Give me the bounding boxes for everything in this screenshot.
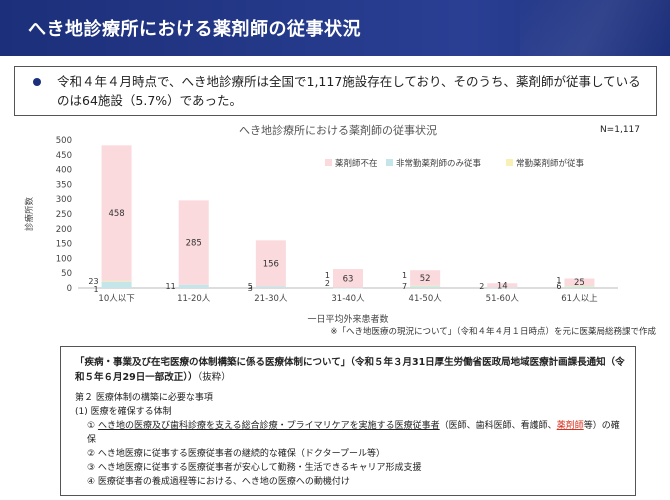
x-tick-label: 31-40人 <box>331 294 365 304</box>
bar-segment <box>101 281 132 288</box>
bar-segment <box>487 283 518 288</box>
data-label: 5 <box>248 282 253 291</box>
y-tick-label: 300 <box>56 195 72 205</box>
bar-segment <box>410 270 441 286</box>
y-tick-label: 250 <box>56 210 72 220</box>
bar-segment <box>487 287 518 289</box>
y-tick-label: 500 <box>56 136 72 146</box>
data-label: 1 <box>93 285 98 294</box>
notice-item-1-underlined: へき地の医療及び歯科診療を支える総合診療・プライマリケアを実施する医療従事者 <box>97 421 440 431</box>
legend-swatch <box>386 159 393 166</box>
data-label: 25 <box>574 278 585 288</box>
y-tick-label: 50 <box>61 269 72 279</box>
bar-segment <box>564 286 595 288</box>
data-label: 6 <box>556 282 561 291</box>
legend-swatch <box>325 159 332 166</box>
data-label: 63 <box>343 274 354 284</box>
bar-chart: へき地診療所における薬剤師の従事状況 N=1,117 0 50 100 150 200 2… <box>18 118 658 343</box>
y-tick-label: 0 <box>67 284 72 294</box>
bar-segment <box>333 287 363 289</box>
notice-item-4: ④ 医療従事者の養成過程等における、へき地の医療への動機付け <box>87 477 350 487</box>
bar-segment <box>178 284 209 288</box>
y-tick-label: 400 <box>56 166 72 176</box>
bar-segment <box>178 200 209 285</box>
y-tick-label: 200 <box>56 225 72 235</box>
legend-label: 非常勤薬剤師のみ従事 <box>396 158 482 169</box>
legend-label: 薬剤師不在 <box>335 158 378 169</box>
data-label: 11 <box>166 282 176 291</box>
legend-label: 常勤薬剤師が従事 <box>516 158 585 169</box>
source-note: ※「へき地医療の現況について」（令和４年４月１日時点）を元に医薬局総務課で作成 <box>330 327 656 337</box>
data-label: 2 <box>479 282 484 291</box>
summary-text: 令和４年４月時点で、へき地診療所は全国で1,117施設存在しており、そのうち、薬… <box>57 74 641 108</box>
notice-item-1: ① へき地の医療及び歯科診療を支える総合診療・プライマリケアを実施する医療従事者… <box>75 419 627 447</box>
y-tick-label: 350 <box>56 180 72 190</box>
x-axis-label: 一日平均外来患者数 <box>307 313 388 325</box>
header-bar: へき地診療所における薬剤師の従事状況 <box>0 0 670 56</box>
data-label: 14 <box>497 281 508 291</box>
legend-swatch <box>506 159 513 166</box>
data-label: 1 <box>402 271 407 280</box>
bar-segment <box>101 145 132 281</box>
bar-segment <box>410 285 441 288</box>
notice-item-2: ② へき地医療に従事する医療従事者の継続的な確保（ドクタープール等） <box>87 449 386 459</box>
bar-segment <box>564 278 595 286</box>
notice-title-tail: （抜粋） <box>197 372 231 383</box>
bar-segment <box>101 280 132 282</box>
notice-title: 「疾病・事業及び在宅医療の体制構築に係る医療体制について」（令和５年３月31日厚… <box>75 355 627 385</box>
y-tick-label: 100 <box>56 254 72 264</box>
x-tick-label: 11-20人 <box>177 294 211 304</box>
notice-item-1-middle: （医師、歯科医師、看護師、 <box>439 421 557 431</box>
notice-box: 「疾病・事業及び在宅医療の体制構築に係る医療体制について」（令和５年３月31日厚… <box>60 346 636 496</box>
data-label: 2 <box>325 279 330 288</box>
data-label: 7 <box>402 282 407 291</box>
data-label: 1 <box>325 271 330 280</box>
notice-item-1-pharmacist: 薬剤師 <box>556 421 584 431</box>
notice-item-1-prefix: ① <box>87 421 98 431</box>
bar-segment <box>564 285 595 287</box>
data-label: 285 <box>186 239 202 249</box>
data-label: 23 <box>88 277 98 286</box>
data-label: 1 <box>556 276 561 285</box>
data-label: 3 <box>248 284 253 293</box>
data-label: 52 <box>420 274 431 284</box>
bullet-icon <box>33 78 41 86</box>
y-axis-label: 診療所数 <box>24 197 35 232</box>
header-decoration <box>520 0 670 56</box>
notice-subsection: (1) 医療を確保する体制 <box>75 407 172 417</box>
bar-segment <box>255 286 286 288</box>
summary-box: 令和４年４月時点で、へき地診療所は全国で1,117施設存在しており、そのうち、薬… <box>14 66 657 116</box>
x-tick-label: 41-50人 <box>409 294 443 304</box>
chart-title: へき地診療所における薬剤師の従事状況 <box>239 124 437 137</box>
data-label: 458 <box>108 209 124 219</box>
page-title: へき地診療所における薬剤師の従事状況 <box>28 19 361 40</box>
notice-section: 第２ 医療体制の構築に必要な事項 <box>75 393 213 403</box>
bar-segment <box>410 285 441 287</box>
x-tick-label: 10人以下 <box>98 294 135 304</box>
x-tick-label: 21-30人 <box>254 294 288 304</box>
x-tick-label: 61人以上 <box>561 294 598 304</box>
chart-sample-size: N=1,117 <box>599 125 640 135</box>
x-tick-label: 51-60人 <box>486 294 520 304</box>
chart-canvas: 0 50 100 150 200 250 300 350 400 450 500 診療所数一日平均外来… <box>24 136 618 325</box>
bar-segment <box>333 269 363 288</box>
bar-segment <box>255 240 286 287</box>
data-label: 156 <box>263 259 279 269</box>
y-tick-label: 450 <box>56 151 72 161</box>
notice-item-1-suffix: 等）の確保 <box>87 421 620 445</box>
y-tick-label: 150 <box>56 240 72 250</box>
notice-item-3: ③ へき地医療に従事する医療従事者が安心して勤務・生活できるキャリア形成支援 <box>87 463 422 473</box>
notice-title-text: 「疾病・事業及び在宅医療の体制構築に係る医療体制について」（令和５年３月31日厚… <box>75 357 625 383</box>
